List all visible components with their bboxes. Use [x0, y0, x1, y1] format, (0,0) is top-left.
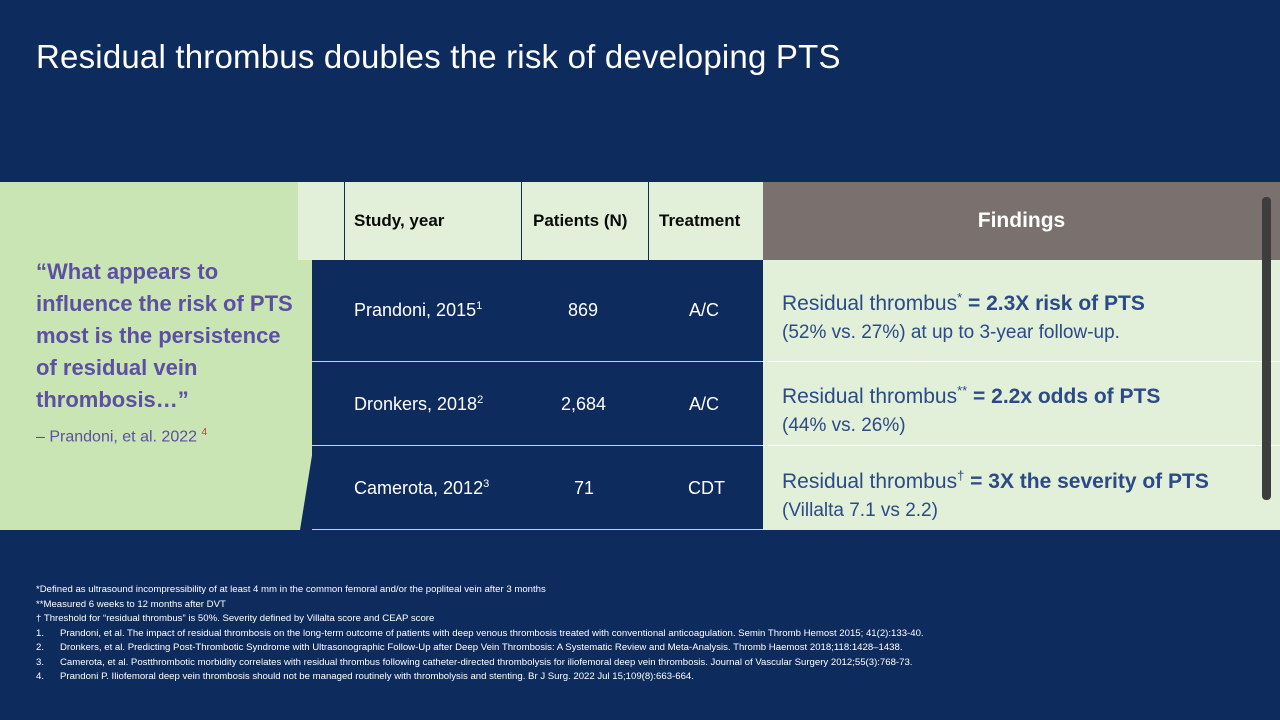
header-divider [521, 182, 522, 260]
reference-4: 4. Prandoni P. Iliofemoral deep vein thro… [36, 671, 694, 682]
finding-1: Residual thrombus* = 2.3X risk of PTS (5… [782, 283, 1145, 347]
row-1-patients: 869 [568, 300, 599, 320]
footnote: † Threshold for “residual thrombus” is 5… [36, 613, 435, 624]
row-1-treatment: A/C [689, 300, 720, 320]
finding-3-detail: (Villalta 7.1 vs 2.2) [782, 500, 938, 521]
row-2-study: Dronkers, 20182 [354, 394, 484, 414]
findings-divider [763, 361, 1280, 362]
header-divider [648, 182, 649, 260]
header-findings: Findings [763, 182, 1280, 260]
header-treatment: Treatment [659, 211, 741, 230]
quote-panel [0, 182, 330, 530]
quote-attribution-text: – Prandoni, et al. 2022 [36, 428, 198, 446]
finding-1-detail: (52% vs. 27%) at up to 3-year follow-up. [782, 322, 1120, 343]
row-3-treatment: CDT [688, 478, 725, 498]
findings-divider [763, 445, 1280, 446]
reference-3: 3. Camerota, et al. Postthrombotic morbid… [36, 656, 913, 668]
reference-2: 2. Dronkers, et al. Predicting Post-Throm… [36, 642, 903, 653]
footnote: **Measured 6 weeks to 12 months after DV… [36, 598, 226, 610]
row-2-patients: 2,684 [561, 394, 607, 414]
findings-column [763, 260, 1280, 530]
header-patients: Patients (N) [533, 211, 628, 230]
row-3-patients: 71 [574, 478, 595, 498]
quote-attribution: – Prandoni, et al. 2022 4 [36, 427, 207, 446]
table-header-band [298, 182, 764, 260]
row-2-treatment: A/C [689, 394, 720, 414]
header-study-year: Study, year [354, 211, 445, 230]
finding-2: Residual thrombus** = 2.2x odds of PTS (… [782, 376, 1160, 440]
table-body [312, 260, 763, 530]
finding-2-detail: (44% vs. 26%) [782, 415, 906, 436]
row-divider [312, 529, 763, 530]
finding-3: Residual thrombus† = 3X the severity of … [782, 461, 1209, 525]
row-3-study: Camerota, 20123 [354, 478, 490, 498]
footnote: *Defined as ultrasound incompressibility… [36, 584, 546, 595]
quote-attribution-ref: 4 [201, 427, 208, 438]
quote-text: “What appears to influence the risk of P… [36, 259, 293, 412]
row-1-study: Prandoni, 20151 [354, 300, 483, 320]
header-divider [344, 182, 345, 260]
row-divider [312, 445, 763, 446]
reference-1: 1. Prandoni, et al. The impact of residua… [36, 627, 924, 639]
quote-arrow-shape [0, 182, 328, 530]
footnotes: *Defined as ultrasound incompressibility… [36, 583, 924, 685]
row-divider [312, 361, 763, 362]
scrollbar[interactable] [1262, 197, 1271, 500]
slide-title: Residual thrombus doubles the risk of de… [36, 38, 841, 75]
